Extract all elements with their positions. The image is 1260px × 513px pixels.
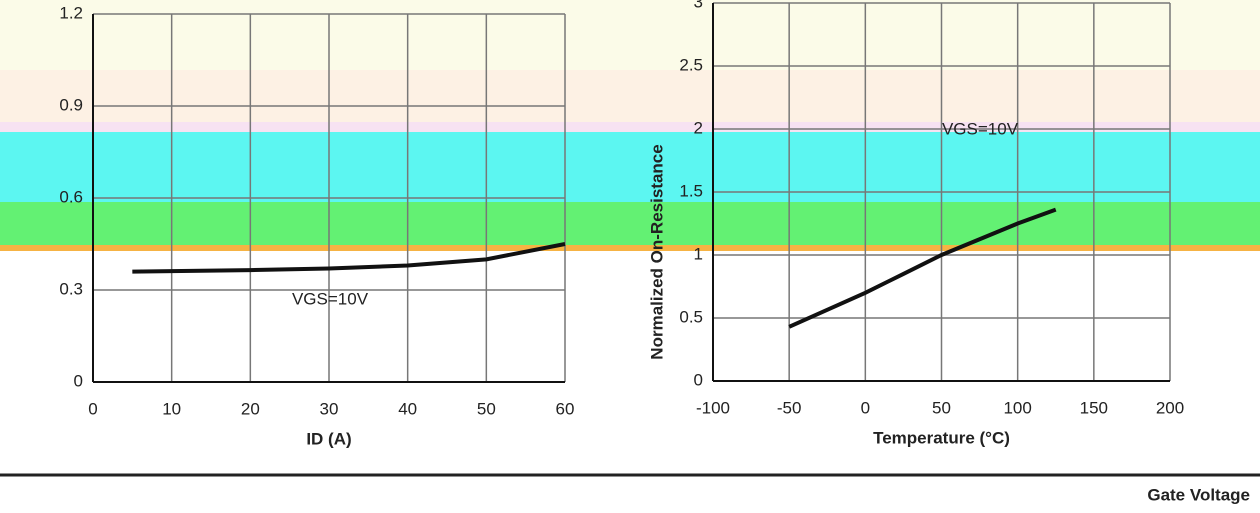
band <box>0 245 1260 251</box>
x-tick-label: 50 <box>932 398 951 417</box>
data-line <box>132 242 566 274</box>
y-tick-label: 0.6 <box>59 187 83 206</box>
y-tick-label: 1.5 <box>679 181 703 200</box>
y-tick-label: 1 <box>694 244 703 263</box>
y-tick-label: 2 <box>694 118 703 137</box>
y-tick-label: 2.5 <box>679 55 703 74</box>
y-tick-label: 0 <box>694 370 703 389</box>
x-tick-label: 20 <box>241 399 260 418</box>
band <box>0 202 1260 245</box>
band <box>0 70 1260 122</box>
x-tick-label: 0 <box>861 398 870 417</box>
y-axis-label: Normalized On-Resistance <box>647 144 666 359</box>
x-tick-label: 60 <box>556 399 575 418</box>
band <box>0 132 1260 202</box>
x-tick-label: 40 <box>398 399 417 418</box>
band <box>0 0 1260 70</box>
x-tick-label: 50 <box>477 399 496 418</box>
y-tick-label: 0.5 <box>679 307 703 326</box>
y-tick-label: 1.2 <box>59 3 83 22</box>
x-tick-label: 150 <box>1080 398 1108 417</box>
x-tick-label: 30 <box>320 399 339 418</box>
x-axis-label: ID (A) <box>306 429 351 448</box>
x-tick-label: 0 <box>88 399 97 418</box>
band <box>0 122 1260 132</box>
data-line <box>788 207 1057 329</box>
x-tick-label: -100 <box>696 398 730 417</box>
y-tick-label: 0.3 <box>59 279 83 298</box>
series-label: VGS=10V <box>292 289 369 308</box>
y-tick-label: 3 <box>694 0 703 11</box>
series-label: VGS=10V <box>942 119 1019 138</box>
x-tick-label: 200 <box>1156 398 1184 417</box>
x-tick-label: -50 <box>777 398 802 417</box>
y-tick-label: 0 <box>74 371 83 390</box>
x-tick-label: 100 <box>1003 398 1031 417</box>
y-tick-label: 0.9 <box>59 95 83 114</box>
x-axis-label: Temperature (°C) <box>873 428 1010 447</box>
x-tick-label: 10 <box>162 399 181 418</box>
caption: Gate Voltage <box>1147 485 1250 504</box>
